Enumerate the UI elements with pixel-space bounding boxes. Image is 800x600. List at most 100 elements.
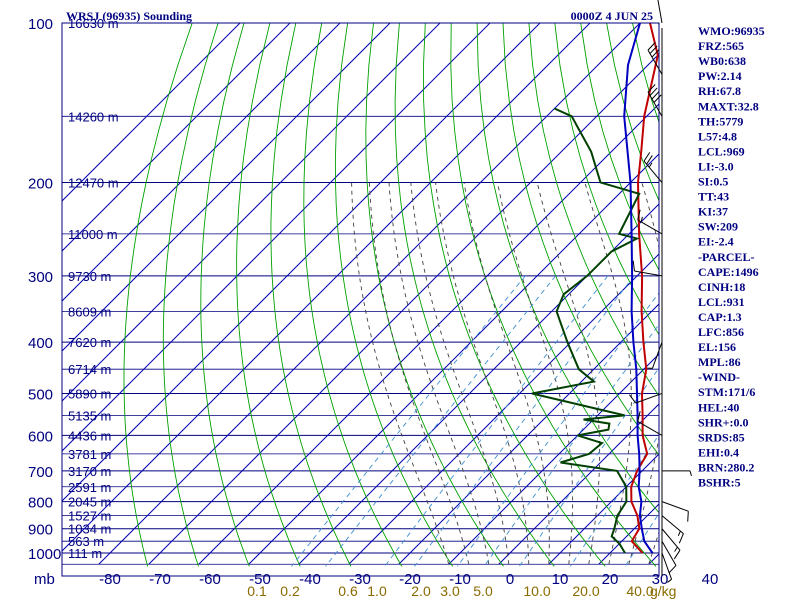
- wind-barb-flag: [649, 87, 658, 96]
- sounding-index-label: TH:5779: [698, 114, 743, 128]
- isotherm-line: [98, 23, 641, 565]
- moist-adiabat-line: [497, 182, 574, 565]
- temperature-tick-label: -80: [99, 571, 121, 588]
- wind-barb-flag: [637, 411, 641, 422]
- dry-adiabat-line: [303, 23, 403, 567]
- wind-barb: [661, 528, 681, 560]
- wind-barb-staff: [647, 91, 663, 117]
- wind-barb-staff: [657, 0, 663, 24]
- dry-adiabat-line: [788, 23, 800, 566]
- sounding-index-label: EHI:0.4: [698, 445, 739, 459]
- wind-barb-flag: [653, 94, 662, 103]
- pressure-label: 1000: [28, 546, 61, 563]
- temperature-tick-label: -50: [249, 571, 271, 588]
- wind-barb-half-flag: [640, 216, 643, 223]
- moist-adiabat-line: [435, 182, 530, 565]
- sounding-index-label: KI:37: [698, 205, 728, 219]
- pressure-label: 700: [28, 464, 53, 481]
- moist-adiabat-line: [584, 182, 632, 565]
- temperature-tick-label: -30: [349, 571, 371, 588]
- sounding-index-label: TT:43: [698, 190, 729, 204]
- isotherm-line: [548, 453, 659, 565]
- wind-barb-half-flag: [677, 530, 681, 537]
- sounding-index-label: L57:4.8: [698, 129, 737, 143]
- dry-adiabat-line: [762, 23, 800, 566]
- height-label: 4436 m: [68, 428, 111, 443]
- wind-barb: [662, 470, 692, 477]
- wind-barb: [637, 411, 663, 436]
- wind-barb: [647, 341, 663, 369]
- mixing-ratio-label: 2.0: [411, 583, 431, 599]
- wind-barb: [637, 209, 663, 235]
- sounding-index-label: STM:171/6: [698, 385, 755, 399]
- isotherm-line: [148, 53, 659, 565]
- pressure-unit-label: mb: [34, 571, 55, 588]
- wind-barb-staff: [647, 49, 663, 75]
- wind-barb-staff: [661, 501, 689, 512]
- isotherm-line: [298, 203, 659, 565]
- sounding-index-label: CAP:1.3: [698, 310, 742, 324]
- dry-adiabat-line: [162, 23, 219, 567]
- mixing-ratio-line: [384, 275, 609, 567]
- mixing-ratio-label: 40.0: [626, 583, 653, 599]
- wind-barb-staff: [661, 552, 673, 580]
- sounding-index-label: SW:209: [698, 220, 738, 234]
- temperature-tick-label: 30: [652, 571, 669, 588]
- dry-adiabat-line: [528, 23, 659, 397]
- mixing-ratio-line: [414, 275, 635, 567]
- wind-barb: [632, 260, 663, 277]
- sounding-index-label: BRN:280.2: [698, 460, 754, 474]
- mixing-ratio-label: 10.0: [523, 583, 550, 599]
- wind-barb-staff: [651, 341, 663, 369]
- sounding-index-label: HEL:40: [698, 400, 739, 414]
- height-label: 1527 m: [68, 509, 111, 524]
- wind-barb-flag: [668, 565, 677, 574]
- pressure-label: 900: [28, 522, 53, 539]
- isotherm-line: [498, 403, 659, 565]
- sounding-index-label: WB0:638: [698, 54, 746, 68]
- height-label: 7620 m: [68, 335, 111, 350]
- height-label: 16630 m: [68, 16, 119, 31]
- dry-adiabat-line: [123, 23, 193, 567]
- wind-barb-staff: [635, 392, 663, 404]
- plot-frame: [61, 22, 660, 577]
- sounding-index-label: PW:2.14: [698, 69, 742, 83]
- mixing-ratio-line: [325, 275, 556, 567]
- isotherm-line: [248, 153, 659, 565]
- dry-adiabat-line: [334, 23, 454, 567]
- height-label: 3781 m: [68, 447, 111, 462]
- moist-adiabat-line: [463, 182, 550, 565]
- dry-adiabat-line: [580, 23, 659, 272]
- moist-adiabat-line: [410, 182, 510, 565]
- pressure-label: 800: [28, 495, 53, 512]
- wind-barb-staff: [661, 515, 684, 534]
- isotherm-line: [448, 353, 659, 565]
- sounding-index-label: EL:156: [698, 340, 736, 354]
- wind-barb-half-flag: [667, 578, 672, 583]
- sounding-index-label: SI:0.5: [698, 175, 728, 189]
- wind-barb: [661, 540, 677, 574]
- sounding-index-label: EI:-2.4: [698, 235, 734, 249]
- wind-barb: [647, 84, 663, 117]
- sounding-index-label: MPL:86: [698, 355, 741, 369]
- dry-adiabat-line: [394, 23, 555, 567]
- isotherm-line: [62, 23, 541, 502]
- wind-barb: [643, 152, 663, 183]
- moist-adiabat-line: [388, 182, 490, 565]
- isotherm-line: [398, 303, 659, 565]
- dry-adiabat-line: [554, 23, 659, 336]
- observation-time: 0000Z 4 JUN 25: [571, 9, 653, 23]
- height-label: 2591 m: [68, 480, 111, 495]
- temperature-tick-label: 10: [552, 571, 569, 588]
- height-label: 5135 m: [68, 408, 111, 423]
- wind-barb-half-flag: [674, 546, 678, 552]
- dry-adiabat-line: [200, 23, 250, 567]
- height-label: 111 m: [68, 546, 102, 561]
- dewpoint-trace: [531, 107, 641, 554]
- wind-barb-flag: [637, 209, 641, 221]
- sounding-index-label: FRZ:565: [698, 39, 744, 53]
- sounding-index-label: LCL:969: [698, 144, 745, 158]
- height-label: 6714 m: [68, 362, 111, 377]
